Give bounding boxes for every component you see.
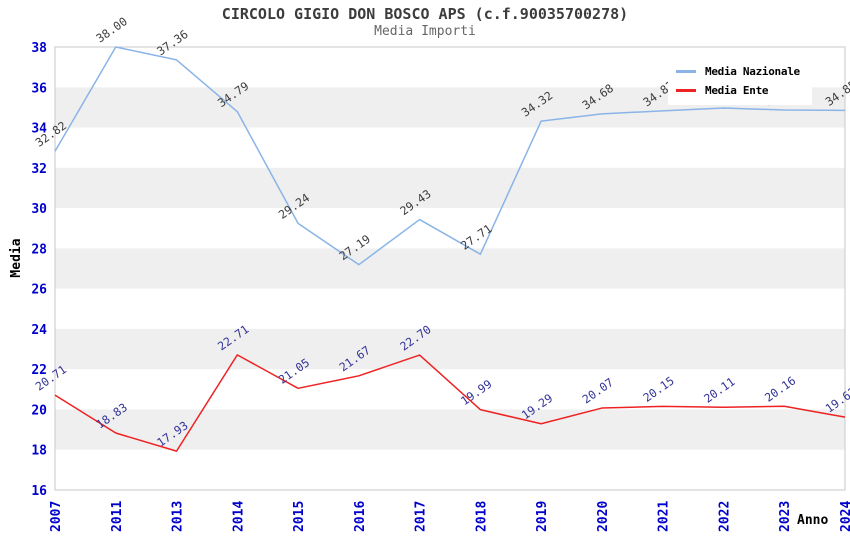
y-tick-label: 18 [31,444,47,459]
x-tick-label: 2020 [596,501,611,532]
x-tick-label: 2016 [353,501,368,532]
x-tick-label: 2017 [414,501,429,532]
y-tick-label: 28 [31,242,47,257]
y-tick-label: 20 [31,403,47,418]
y-tick-label: 38 [31,41,47,56]
data-label: 20.15 [640,374,676,405]
y-tick-label: 36 [31,81,47,96]
media-ente-line [54,354,846,452]
data-label: 20.07 [580,375,616,406]
x-tick-label: 2014 [231,501,246,532]
grid-band [55,328,845,370]
legend-label-media-nazionale: Media Nazionale [705,65,800,78]
grid-band [55,248,845,289]
legend-item-media-ente: Media Ente [676,81,812,100]
data-label: 19.99 [458,377,494,408]
y-tick-label: 16 [31,484,47,499]
data-label: 20.11 [701,374,737,405]
y-axis-title: Media [9,238,24,278]
y-tick-label: 24 [31,323,47,338]
x-tick-label: 2011 [110,501,125,532]
x-tick-label: 2024 [839,501,850,532]
plot-border [54,46,846,491]
x-tick-label: 2013 [171,501,186,532]
x-tick-label: 2022 [717,501,732,532]
legend-item-media-nazionale: Media Nazionale [676,62,812,81]
media-ente-line-swatch [676,89,696,92]
x-tick-label: 2021 [657,501,672,532]
grid-band [55,409,845,450]
media-nazionale-line [54,46,846,266]
chart-title: CIRCOLO GIGIO DON BOSCO APS (c.f.9003570… [221,5,629,23]
y-tick-label: 22 [31,363,47,378]
x-tick-label: 2007 [49,501,64,532]
x-tick-label: 2019 [535,501,550,532]
x-axis-title: Anno [797,513,829,528]
legend: Media Nazionale Media Ente [668,57,812,105]
grid-band [55,167,845,209]
data-label: 19.62 [823,384,850,415]
x-tick-label: 2015 [292,501,307,532]
y-tick-label: 30 [31,202,47,217]
media-nazionale-line-swatch [676,70,696,73]
x-tick-label: 2018 [474,501,489,532]
y-tick-label: 34 [31,122,47,137]
legend-label-media-ente: Media Ente [705,84,769,97]
x-tick-label: 2023 [778,501,793,532]
y-tick-label: 26 [31,283,47,298]
chart-subtitle: Media Importi [374,24,476,39]
y-tick-label: 32 [31,162,47,177]
data-label: 20.16 [762,373,798,404]
